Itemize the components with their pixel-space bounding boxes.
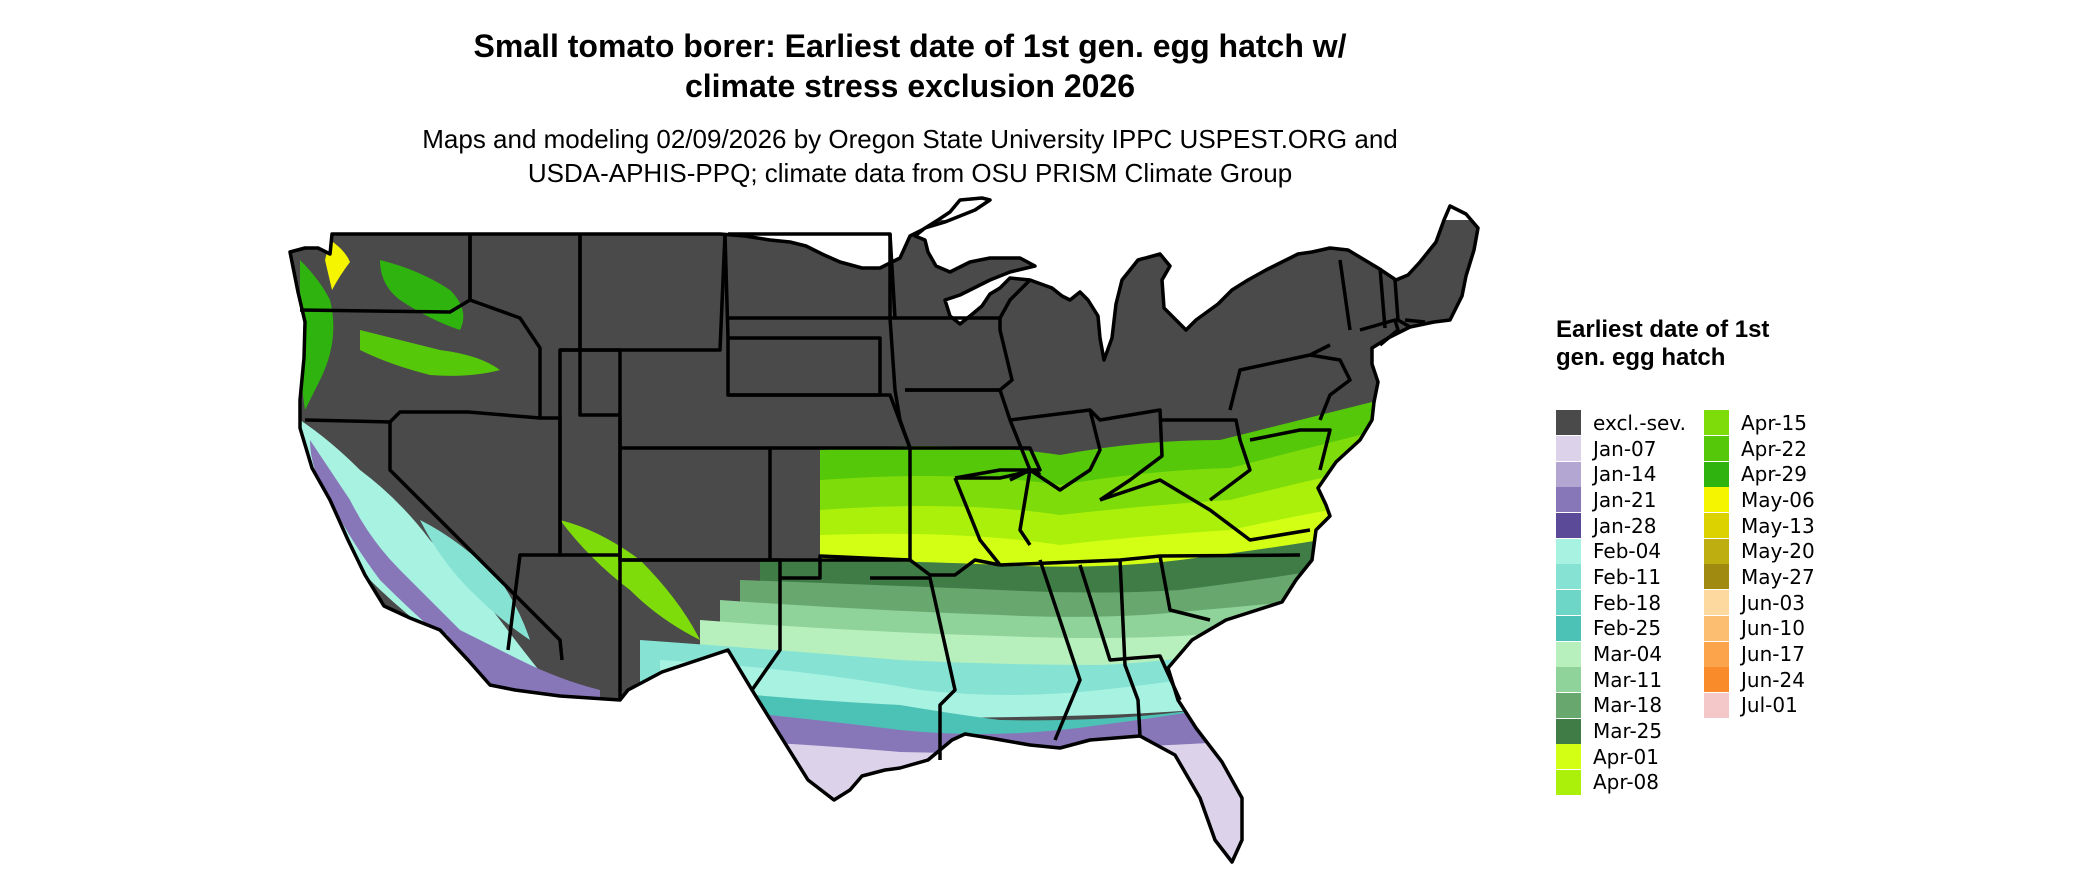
legend-column-2: Apr-15 Apr-22 Apr-29 May-06 May-13 May-20 May-… [1704,410,1815,718]
legend-label: Feb-18 [1593,590,1662,615]
legend-label: Apr-08 [1593,770,1659,795]
legend-label: Feb-04 [1593,539,1662,564]
legend-label: Mar-04 [1593,642,1663,667]
legend-item: Jun-17 [1704,641,1815,667]
legend-item: May-13 [1704,513,1815,539]
legend-label: Mar-11 [1593,667,1663,692]
legend-swatch [1704,538,1729,564]
legend-item: Feb-25 [1556,615,1686,642]
legend-swatch [1556,769,1581,795]
map-title-line-1: Small tomato borer: Earliest date of 1st… [473,28,1347,64]
legend-label: May-20 [1741,539,1815,564]
legend-item: Feb-04 [1556,538,1686,564]
legend-swatch [1556,615,1581,641]
legend-swatch [1556,410,1581,436]
legend-swatch [1704,513,1729,539]
map-subtitle-line-1: Maps and modeling 02/09/2026 by Oregon S… [422,124,1398,154]
legend-swatch [1556,641,1581,667]
legend-item: Apr-08 [1556,769,1686,796]
legend-swatch [1704,487,1729,513]
legend-item: Apr-22 [1704,436,1815,462]
legend-label: Jun-03 [1741,590,1805,615]
legend-swatch [1556,538,1581,564]
legend-swatch [1704,590,1729,616]
legend-item: Jan-07 [1556,436,1686,462]
legend-label: Jun-17 [1741,642,1805,667]
legend-swatch [1556,590,1581,616]
legend-swatch [1556,744,1581,770]
legend-label: Jun-24 [1741,667,1805,692]
legend-item: Feb-11 [1556,564,1686,590]
legend-label: May-06 [1741,487,1815,512]
legend-item: Mar-11 [1556,667,1686,693]
legend-item: Apr-15 [1704,410,1815,436]
zone-west-apr22 [360,330,500,376]
legend-item: Jul-01 [1704,692,1815,719]
legend-title: Earliest date of 1st gen. egg hatch [1556,316,1770,371]
legend-swatch [1556,564,1581,590]
legend-label: Apr-22 [1741,436,1807,461]
legend-label: Jun-10 [1741,616,1805,641]
legend-swatch [1556,692,1581,718]
legend-item: Jan-28 [1556,513,1686,539]
zone-west-feb04 [300,420,560,700]
legend-swatch [1704,461,1729,487]
legend-item: Jun-10 [1704,615,1815,642]
legend-label: May-27 [1741,564,1815,589]
legend-item: Apr-01 [1556,744,1686,770]
legend-swatch [1556,461,1581,487]
legend-label: Apr-15 [1741,410,1807,435]
legend-swatch [1704,564,1729,590]
legend-item: Jun-03 [1704,590,1815,616]
legend-label: Feb-11 [1593,564,1662,589]
zone-west-jan21 [310,440,460,636]
zone-west-apr29 [298,260,334,410]
legend-label: Jan-21 [1593,487,1657,512]
zone-west-feb11 [420,520,530,640]
legend-item: May-27 [1704,564,1815,590]
zone-west-apr15 [560,520,700,640]
legend-label: Apr-01 [1593,744,1659,769]
legend-item: Mar-04 [1556,641,1686,667]
legend-swatch [1704,436,1729,462]
legend-label: Apr-29 [1741,462,1807,487]
legend-swatch [1556,487,1581,513]
legend-label: May-13 [1741,513,1815,538]
legend-item: May-06 [1704,487,1815,513]
legend-swatch [1704,641,1729,667]
legend-swatch [1704,615,1729,641]
legend-item: Feb-18 [1556,590,1686,616]
legend-item: Jan-14 [1556,461,1686,487]
legend-item: Mar-18 [1556,692,1686,719]
legend-swatch [1556,718,1581,744]
legend-column-1: excl.-sev. Jan-07 Jan-14 Jan-21 Jan-28 Feb-04… [1556,410,1686,795]
legend-item: excl.-sev. [1556,410,1686,436]
legend-swatch [1704,410,1729,436]
legend-swatch [1704,692,1729,718]
legend-label: Jan-14 [1593,462,1657,487]
legend-item: Jun-24 [1704,667,1815,693]
legend-label: Jan-28 [1593,513,1657,538]
legend-swatch [1556,513,1581,539]
legend-label: Jan-07 [1593,436,1657,461]
legend-label: Feb-25 [1593,616,1662,641]
map-subtitle-line-2: USDA-APHIS-PPQ; climate data from OSU PR… [527,158,1293,188]
legend-item: Apr-29 [1704,461,1815,487]
legend-swatch [1556,436,1581,462]
legend-item: May-20 [1704,538,1815,564]
legend-label: Jul-01 [1741,693,1798,718]
state-boundaries [288,196,1480,864]
legend-label: Mar-18 [1593,693,1663,718]
legend-swatch [1704,667,1729,693]
legend-label: Mar-25 [1593,719,1663,744]
legend-label: excl.-sev. [1593,410,1686,435]
legend-item: Jan-21 [1556,487,1686,513]
map-title-line-2: climate stress exclusion 2026 [684,68,1136,104]
map-title: Small tomato borer: Earliest date of 1st… [340,26,1480,106]
map-subtitle: Maps and modeling 02/09/2026 by Oregon S… [330,122,1490,190]
legend-item: Mar-25 [1556,718,1686,744]
legend-swatch [1556,667,1581,693]
